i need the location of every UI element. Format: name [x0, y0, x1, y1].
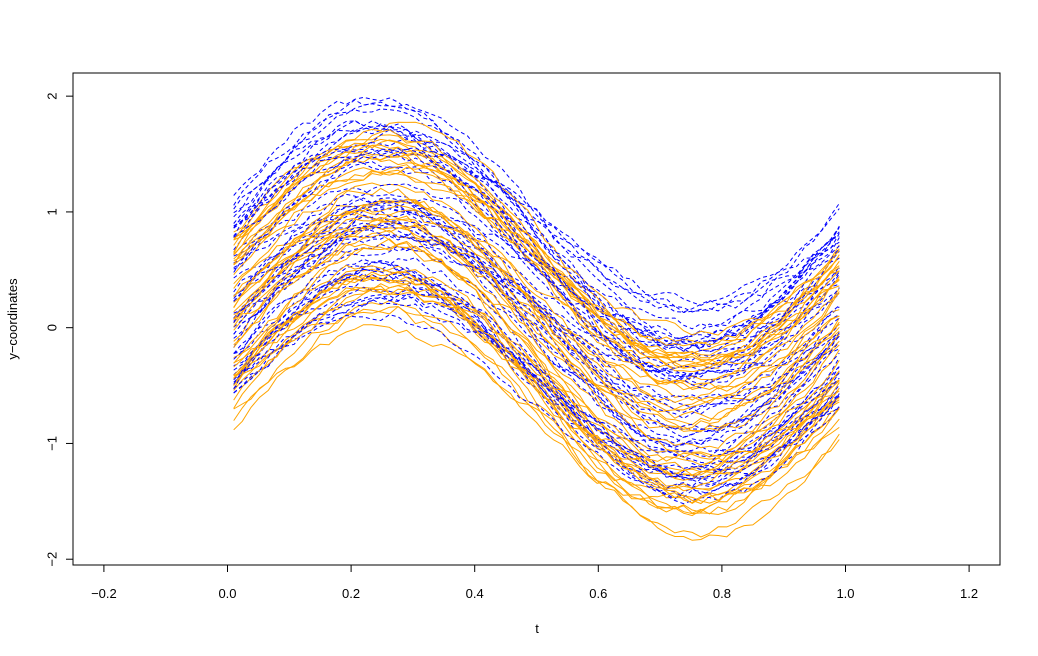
dashed-series-line — [233, 222, 840, 374]
solid-series-line — [233, 144, 840, 391]
solid-series-line — [233, 151, 840, 347]
solid-series-line — [233, 169, 840, 345]
solid-series-line — [233, 306, 840, 513]
dashed-series-line — [233, 272, 840, 454]
dashed-series-line — [233, 258, 840, 481]
solid-series-line — [233, 271, 840, 491]
dashed-series-line — [233, 200, 840, 432]
dashed-series-line — [233, 162, 840, 377]
solid-series-line — [233, 182, 840, 432]
dashed-series-line — [233, 193, 840, 367]
solid-series-line — [233, 166, 840, 336]
dashed-series-line — [233, 286, 840, 464]
solid-series-line — [233, 200, 840, 391]
curves-layer — [233, 96, 840, 541]
solid-series-line — [233, 216, 840, 430]
dashed-series-line — [233, 294, 840, 483]
solid-series-line — [233, 242, 840, 492]
solid-series-line — [233, 240, 840, 504]
solid-series-line — [233, 187, 840, 412]
x-tick-label: 1.2 — [960, 586, 978, 601]
dashed-series-line — [233, 119, 840, 313]
x-axis-title: t — [535, 621, 539, 636]
solid-series-line — [233, 305, 840, 541]
dashed-series-line — [233, 257, 840, 505]
x-axis: −0.2 0.0 0.2 0.4 0.6 0.8 1.0 1.2 — [91, 564, 978, 601]
solid-series-line — [233, 139, 840, 364]
solid-series-line — [233, 324, 840, 505]
x-tick-label: 0.0 — [218, 586, 236, 601]
y-axis-title: y−coordinates — [5, 278, 20, 360]
solid-series-line — [233, 153, 840, 359]
solid-series-line — [233, 224, 840, 459]
y-axis: −2 −1 0 1 2 — [45, 93, 74, 567]
dashed-series-line — [233, 101, 840, 343]
dashed-series-line — [233, 294, 840, 479]
y-tick-label: −2 — [45, 552, 60, 567]
solid-series-line — [233, 134, 840, 360]
dashed-series-line — [233, 314, 840, 493]
dashed-series-line — [233, 128, 840, 314]
y-tick-label: 1 — [45, 208, 60, 215]
y-tick-label: 0 — [45, 324, 60, 331]
x-tick-label: 1.0 — [836, 586, 854, 601]
y-tick-label: 2 — [45, 93, 60, 100]
dashed-series-line — [233, 207, 840, 353]
dashed-series-line — [233, 148, 840, 389]
dashed-series-line — [233, 148, 840, 330]
dashed-series-line — [233, 200, 840, 408]
dashed-series-line — [233, 120, 840, 351]
dashed-series-line — [233, 123, 840, 383]
x-tick-label: 0.8 — [713, 586, 731, 601]
solid-series-line — [233, 218, 840, 457]
dashed-series-line — [233, 245, 840, 386]
x-tick-label: 0.6 — [589, 586, 607, 601]
dashed-series-line — [233, 221, 840, 401]
y-tick-label: −1 — [45, 436, 60, 451]
solid-series-line — [233, 264, 840, 476]
solid-series-line — [233, 156, 840, 386]
dashed-series-line — [233, 294, 840, 485]
dashed-series-line — [233, 273, 840, 471]
solid-series-line — [233, 286, 840, 515]
dashed-series-line — [233, 159, 840, 377]
dashed-series-line — [233, 147, 840, 306]
solid-series-line — [233, 274, 840, 516]
solid-series-line — [233, 164, 840, 369]
solid-series-line — [233, 138, 840, 366]
solid-series-line — [233, 285, 840, 481]
solid-series-line — [233, 210, 840, 462]
dashed-series-line — [233, 129, 840, 313]
dashed-series-line — [233, 99, 840, 352]
dashed-series-line — [233, 222, 840, 448]
dashed-series-line — [233, 183, 840, 343]
solid-series-line — [233, 199, 840, 410]
solid-series-line — [233, 204, 840, 404]
solid-series-line — [233, 271, 840, 517]
solid-series-line — [233, 198, 840, 449]
dashed-series-line — [233, 96, 840, 342]
x-tick-label: −0.2 — [91, 586, 117, 601]
dashed-series-line — [233, 125, 840, 378]
solid-series-line — [233, 285, 840, 466]
x-tick-label: 0.2 — [342, 586, 360, 601]
x-tick-label: 0.4 — [466, 586, 484, 601]
solid-series-line — [233, 129, 840, 373]
